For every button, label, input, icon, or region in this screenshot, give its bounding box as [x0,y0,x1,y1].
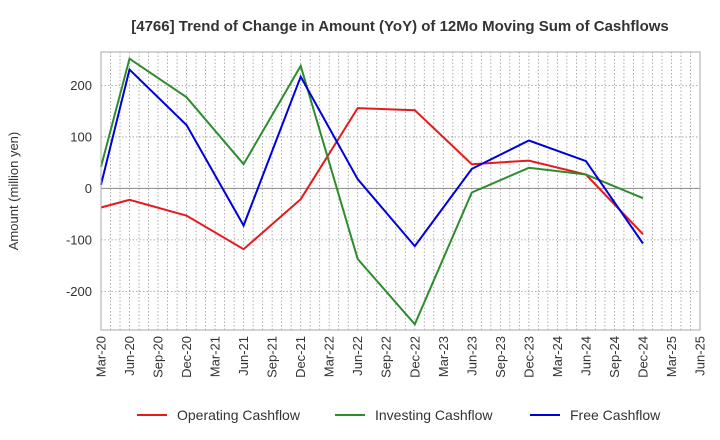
y-tick-label: 100 [70,129,92,144]
x-tick-label: Jun-25 [693,336,708,376]
x-tick-label: Mar-21 [208,336,223,377]
legend-label-2: Investing Cashflow [375,407,493,423]
y-tick-label: 0 [85,181,92,196]
x-tick-label: Sep-24 [607,336,622,378]
legend: Operating Cashflow Investing Cashflow Free… [137,407,661,423]
y-tick-label: -100 [66,232,92,247]
x-tick-label: Mar-20 [94,336,109,377]
x-tick-label: Dec-24 [635,336,650,378]
y-tick-label: -200 [66,284,92,299]
x-tick-label: Sep-23 [493,336,508,378]
x-tick-label: Mar-22 [322,336,337,377]
x-tick-label: Mar-25 [664,336,679,377]
x-tick-label: Jun-23 [464,336,479,376]
series-line-2 [100,57,644,327]
x-tick-label: Mar-23 [436,336,451,377]
x-tick-label: Sep-22 [379,336,394,378]
y-axis-label: Amount (million yen) [6,132,21,251]
x-tick-label: Dec-21 [293,336,308,378]
x-tick-label: Mar-24 [550,336,565,377]
x-tick-label: Jun-24 [578,336,593,376]
x-tick-label: Jun-22 [350,336,365,376]
chart-title: [4766] Trend of Change in Amount (YoY) o… [131,18,669,35]
x-tick-label: Sep-21 [265,336,280,378]
x-tick-label: Jun-21 [236,336,251,376]
x-tick-label: Sep-20 [151,336,166,378]
x-tick-label: Dec-20 [179,336,194,378]
x-tick-label: Jun-20 [122,336,137,376]
y-axis-ticks: -200 -100 0 100 200 [66,78,92,299]
plot-frame [100,51,701,331]
y-tick-label: 200 [70,78,92,93]
grid [101,52,700,330]
series-line-1 [100,107,644,251]
series-lines [100,57,644,327]
x-axis-ticks: Mar-20 Jun-20 Sep-20 Dec-20 Mar-21 Jun-21 Sep-… [94,336,708,378]
x-tick-label: Dec-22 [407,336,422,378]
legend-label-3: Free Cashflow [570,407,661,423]
legend-label-1: Operating Cashflow [177,407,301,423]
series-line-3 [100,67,644,248]
x-tick-label: Dec-23 [521,336,536,378]
